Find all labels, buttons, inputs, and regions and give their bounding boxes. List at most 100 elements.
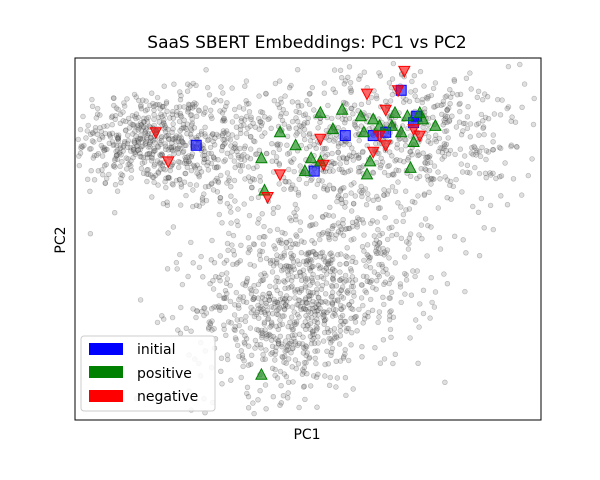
background-point <box>291 168 297 175</box>
background-point <box>271 97 277 104</box>
background-point <box>334 375 340 381</box>
background-point <box>158 111 164 118</box>
background-point <box>239 352 246 358</box>
background-point <box>351 121 358 128</box>
background-point <box>231 326 237 332</box>
background-point <box>173 139 179 145</box>
background-point <box>345 168 351 175</box>
background-point <box>270 149 277 156</box>
background-point <box>190 203 196 210</box>
background-point <box>383 266 389 272</box>
background-point <box>217 198 223 205</box>
background-point <box>427 159 434 166</box>
background-point <box>178 92 184 99</box>
background-point <box>100 172 106 178</box>
background-point <box>380 337 387 343</box>
background-point <box>291 319 298 325</box>
positive-point <box>366 112 380 125</box>
positive-point <box>357 125 371 138</box>
background-point <box>184 121 191 127</box>
negative-point <box>149 127 163 140</box>
background-point <box>474 147 480 154</box>
background-point <box>431 176 437 182</box>
background-point <box>188 239 194 246</box>
background-point <box>155 170 162 176</box>
background-point <box>258 309 264 315</box>
background-point <box>217 195 224 201</box>
background-point <box>135 139 142 146</box>
background-point <box>305 257 312 263</box>
background-point <box>225 319 232 325</box>
background-point <box>277 402 283 408</box>
background-point <box>170 148 176 154</box>
background-point <box>107 134 114 140</box>
background-point <box>112 182 119 188</box>
background-point <box>456 101 462 108</box>
legend-label-initial: initial <box>137 342 176 358</box>
background-point <box>101 147 107 153</box>
background-point <box>309 331 316 337</box>
background-point <box>222 130 228 136</box>
background-point <box>219 220 225 226</box>
background-point <box>283 179 289 185</box>
background-point <box>368 94 375 101</box>
background-point <box>450 183 456 190</box>
background-point <box>243 78 250 84</box>
background-point <box>320 309 327 316</box>
background-point <box>395 200 401 206</box>
background-point <box>348 89 354 95</box>
background-point <box>470 203 476 210</box>
background-point <box>336 341 343 347</box>
background-point <box>413 317 419 323</box>
background-point <box>222 157 229 163</box>
background-point <box>362 288 368 294</box>
background-point <box>446 117 453 123</box>
background-point <box>274 252 280 258</box>
background-point <box>367 254 374 261</box>
background-point <box>447 147 454 154</box>
background-point <box>111 102 117 109</box>
background-point <box>102 130 109 137</box>
background-point <box>353 219 359 225</box>
background-point <box>294 233 300 240</box>
background-point <box>154 319 161 326</box>
background-point <box>122 118 129 125</box>
background-point <box>436 135 443 142</box>
background-point <box>290 263 296 270</box>
background-point <box>358 101 365 108</box>
background-point <box>297 123 303 129</box>
background-point <box>480 125 486 131</box>
background-point <box>304 259 310 265</box>
background-point <box>80 113 86 120</box>
background-point <box>287 340 293 347</box>
background-point <box>151 161 158 168</box>
background-point <box>144 119 151 125</box>
background-point <box>253 288 259 294</box>
background-point <box>345 74 351 81</box>
background-point <box>206 150 212 157</box>
background-point <box>257 256 264 263</box>
background-point <box>409 78 415 85</box>
background-point <box>414 175 420 182</box>
background-point <box>115 135 122 141</box>
background-point <box>217 108 223 114</box>
background-point <box>241 157 248 163</box>
background-point <box>135 114 141 121</box>
background-point <box>334 335 340 341</box>
background-point <box>161 126 168 132</box>
background-point <box>311 142 317 148</box>
background-point <box>266 331 272 337</box>
background-point <box>228 377 234 383</box>
background-point <box>380 294 386 300</box>
background-point <box>131 137 138 144</box>
background-point <box>392 158 398 164</box>
background-point <box>241 201 247 207</box>
background-point <box>324 151 331 158</box>
background-point <box>193 101 199 107</box>
background-point <box>425 93 431 100</box>
background-point <box>237 258 244 264</box>
background-point <box>247 178 254 185</box>
positive-point <box>255 151 268 164</box>
background-point <box>319 249 326 256</box>
background-point <box>360 320 366 326</box>
